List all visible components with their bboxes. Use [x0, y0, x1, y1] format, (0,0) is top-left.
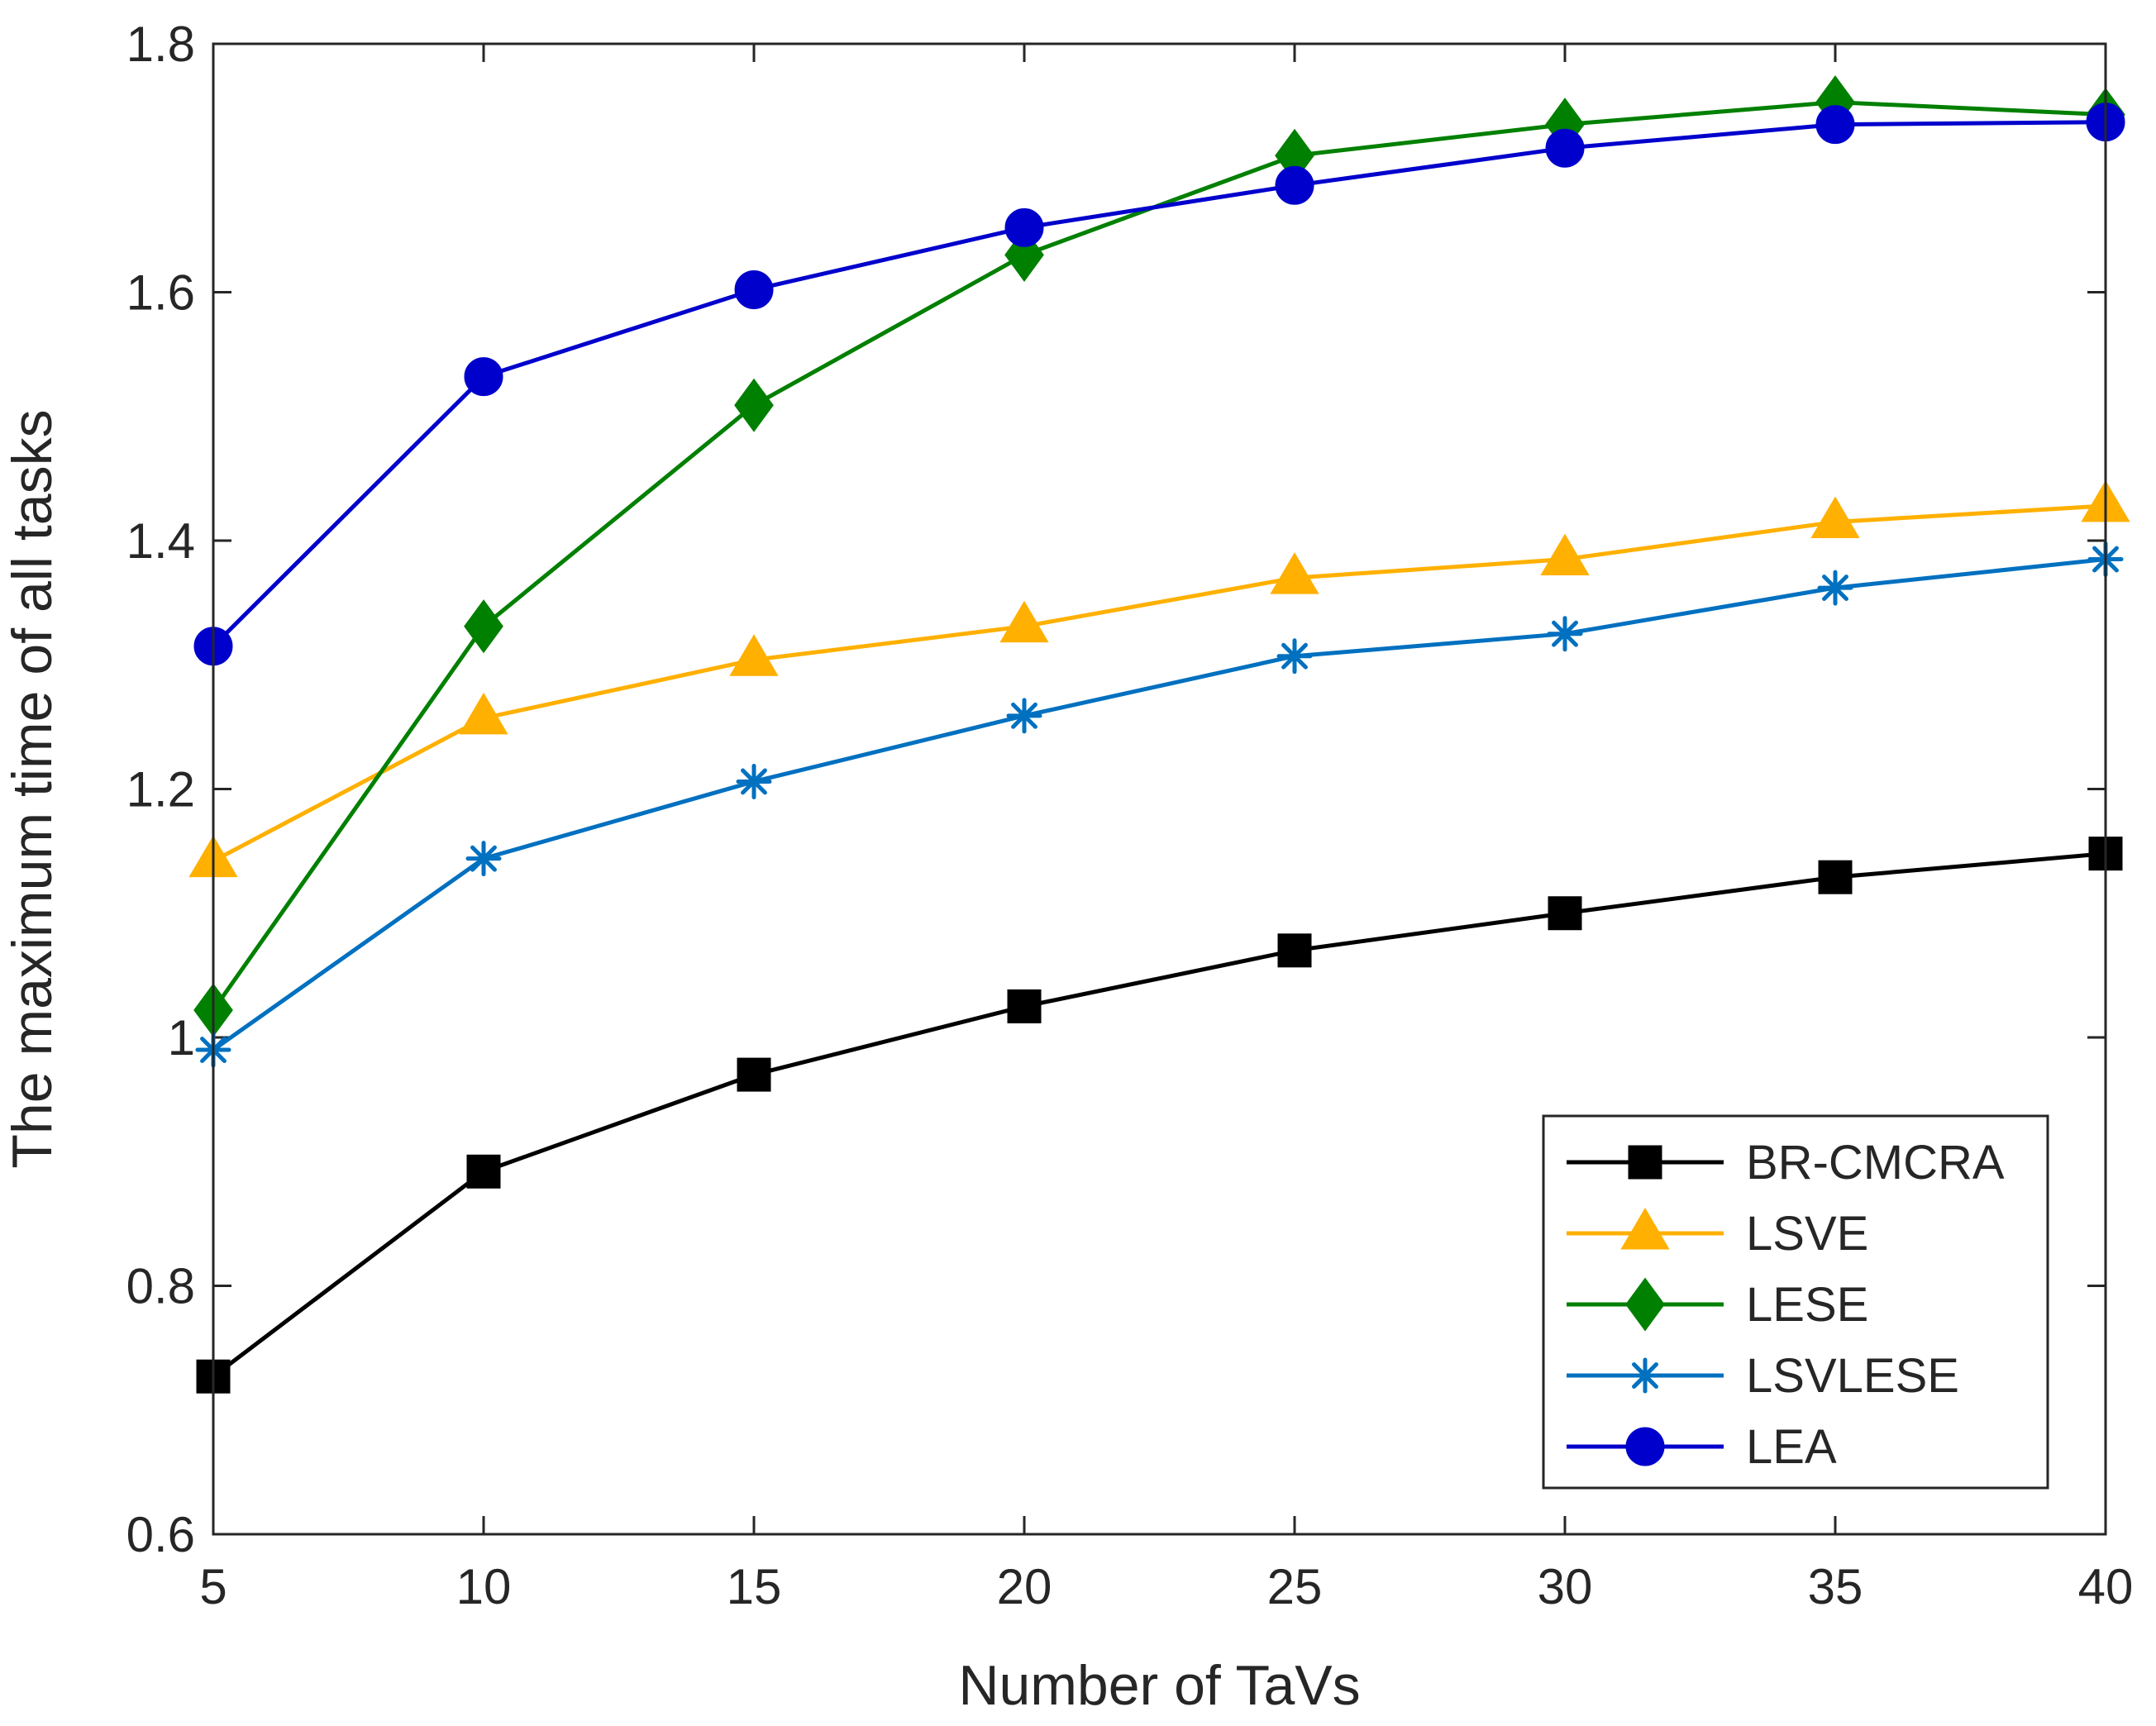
y-tick-label: 1.6 — [126, 265, 195, 321]
data-point-lsve — [459, 692, 508, 735]
series-br-cmcra — [196, 837, 2123, 1394]
legend-marker — [1627, 1357, 1663, 1394]
x-axis-label: Number of TaVs — [958, 1654, 1360, 1717]
data-point-br-cmcra — [1818, 860, 1853, 894]
y-axis-label: The maximum time of all tasks — [1, 409, 64, 1168]
series-lese — [193, 75, 2125, 1037]
data-point-br-cmcra — [1007, 989, 1042, 1023]
data-point-br-cmcra — [1277, 933, 1312, 968]
y-tick-label: 0.8 — [126, 1259, 195, 1314]
data-point-lsve — [729, 634, 779, 676]
data-point-lsvlese — [1006, 698, 1042, 734]
data-point-lea — [1815, 105, 1855, 145]
legend-item-lsvlese: LSVLESE — [1567, 1349, 1959, 1403]
x-tick-label: 5 — [199, 1559, 227, 1614]
legend-marker — [1620, 1208, 1670, 1250]
legend-label: LSVE — [1746, 1207, 1868, 1261]
data-point-lea — [464, 357, 503, 397]
data-point-br-cmcra — [1548, 896, 1582, 931]
x-tick-label: 25 — [1267, 1559, 1323, 1614]
legend-marker — [1625, 1277, 1665, 1332]
series-lsvlese — [195, 541, 2124, 1068]
y-tick-label: 1.8 — [126, 17, 195, 72]
series-line-lea — [212, 120, 2106, 648]
y-tick-label: 1.4 — [126, 513, 195, 569]
data-point-lea — [1275, 165, 1314, 205]
x-tick-label: 30 — [1538, 1559, 1593, 1614]
legend-item-lese: LESE — [1567, 1277, 1868, 1332]
data-point-lsvlese — [465, 841, 502, 877]
series-line-br-cmcra — [212, 851, 2106, 1379]
legend-label: BR-CMCRA — [1746, 1136, 2005, 1190]
data-point-lea — [1545, 128, 1585, 168]
legend-item-br-cmcra: BR-CMCRA — [1567, 1136, 2005, 1190]
series-lsve — [188, 479, 2130, 878]
x-tick-label: 15 — [727, 1559, 782, 1614]
y-tick-label: 1.2 — [126, 762, 195, 818]
data-point-br-cmcra — [737, 1057, 771, 1092]
data-point-lsve — [1270, 552, 1319, 594]
data-point-lese — [464, 599, 503, 654]
data-point-lea — [1004, 207, 1044, 247]
series-layer — [188, 75, 2130, 1394]
data-point-lsvlese — [736, 763, 772, 799]
series-lea — [193, 103, 2125, 666]
x-tick-label: 40 — [2078, 1559, 2134, 1614]
data-point-lsve — [999, 600, 1049, 643]
series-line-lsvlese — [212, 557, 2106, 1052]
legend-marker — [1625, 1427, 1665, 1466]
data-point-lsvlese — [1547, 616, 1583, 652]
legend: BR-CMCRA LSVE LESE LSVLESE LEA — [1542, 1114, 2049, 1490]
data-point-lsvlese — [1817, 570, 1853, 606]
data-point-lsvlese — [1276, 638, 1313, 675]
legend-item-lea: LEA — [1567, 1420, 1837, 1474]
data-point-lese — [734, 378, 774, 432]
y-tick-label: 0.6 — [126, 1507, 195, 1562]
y-tick-label: 1 — [168, 1010, 195, 1066]
x-tick-label: 20 — [997, 1559, 1052, 1614]
legend-label: LSVLESE — [1746, 1349, 1959, 1403]
legend-item-lsve: LSVE — [1567, 1207, 1868, 1261]
series-line-lsve — [212, 503, 2106, 863]
legend-label: LEA — [1746, 1420, 1837, 1474]
legend-label: LESE — [1746, 1278, 1868, 1332]
data-point-lsve — [1810, 496, 1860, 538]
plot-frame — [212, 42, 2107, 1536]
data-point-lea — [734, 269, 774, 309]
x-tick-label: 10 — [456, 1559, 512, 1614]
x-tick-label: 35 — [1808, 1559, 1863, 1614]
data-point-br-cmcra — [466, 1154, 501, 1189]
ticks-layer: 5 10 15 20 25 30 35 40 0.6 0.8 1 1.2 1.4 1.6 1.8 — [126, 17, 2134, 1614]
data-point-lsve — [1540, 533, 1590, 576]
legend-marker — [1628, 1145, 1662, 1180]
